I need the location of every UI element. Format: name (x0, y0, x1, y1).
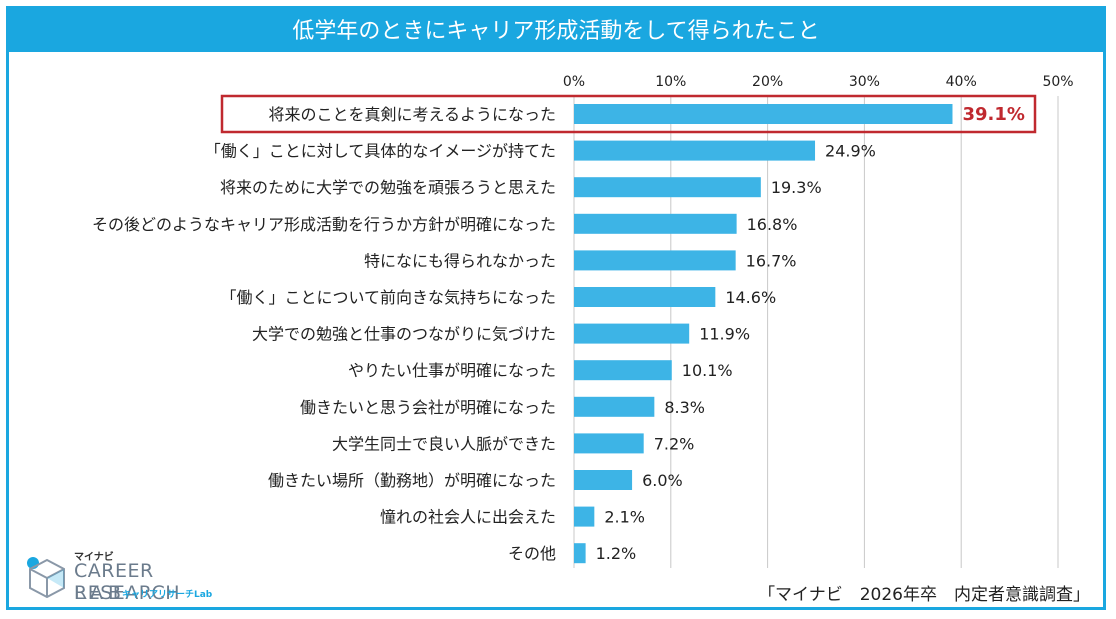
cube-logo-icon (27, 557, 65, 599)
category-label: 大学での勉強と仕事のつながりに気づけた (252, 325, 556, 344)
highlight-box (220, 94, 1037, 134)
bar (574, 506, 595, 527)
value-label: 1.2% (596, 544, 637, 563)
x-tick-label: 0% (563, 74, 585, 90)
value-label: 39.1% (962, 104, 1024, 125)
bar (574, 104, 953, 124)
value-label: 16.8% (747, 215, 798, 234)
value-label: 10.1% (682, 361, 733, 380)
logo-brand-small: マイナビ (74, 552, 114, 563)
value-label: 8.3% (664, 398, 705, 417)
category-label: 特になにも得られなかった (364, 251, 556, 270)
bar (574, 140, 816, 161)
value-label: 14.6% (725, 288, 776, 307)
source-note: 「マイナビ 2026年卒 内定者意識調査」 (758, 585, 1090, 605)
value-label: 16.7% (746, 251, 797, 270)
bar (574, 433, 644, 454)
value-label: 11.9% (699, 325, 750, 344)
logo-brand-lab: LAB (74, 582, 127, 604)
bar (574, 543, 586, 564)
bar (574, 396, 655, 417)
x-tick-label: 10% (655, 74, 686, 90)
category-label: 大学生同士で良い人脈ができた (332, 434, 556, 453)
x-tick-label: 50% (1042, 74, 1073, 90)
career-research-lab-logo: マイナビ CAREER RESEARCH LAB キャリアリサーチLab (24, 548, 244, 608)
value-label: 7.2% (654, 434, 695, 453)
chart-title: 低学年のときにキャリア形成活動をして得られたこと (6, 6, 1106, 52)
value-label: 2.1% (604, 508, 645, 527)
bar (574, 287, 716, 307)
category-label: 将来のことを真剣に考えるようになった (268, 105, 556, 124)
value-label: 6.0% (642, 471, 683, 490)
bar (574, 250, 736, 271)
x-tick-label: 30% (849, 74, 880, 90)
category-label: 「働く」ことについて前向きな気持ちになった (220, 288, 556, 307)
category-label: 働きたいと思う会社が明確になった (300, 398, 556, 417)
value-label: 24.9% (825, 142, 876, 161)
bar (574, 323, 690, 344)
logo-brand-sub: キャリアリサーチLab (122, 590, 213, 600)
category-label: その他 (508, 544, 556, 563)
category-label: 働きたい場所（勤務地）が明確になった (268, 471, 556, 490)
category-label: 憧れの社会人に出会えた (380, 508, 556, 527)
x-tick-label: 20% (752, 74, 783, 90)
bar (574, 470, 633, 490)
value-label: 19.3% (771, 178, 822, 197)
bar (574, 360, 672, 381)
category-label: その後どのようなキャリア形成活動を行うか方針が明確になった (92, 215, 556, 234)
bar (574, 213, 737, 234)
bar (574, 177, 761, 198)
category-label: やりたい仕事が明確になった (348, 361, 556, 380)
category-label: 将来のために大学での勉強を頑張ろうと思えた (220, 178, 556, 197)
logo-brand-main: CAREER RESEARCH (74, 560, 181, 604)
category-label: 「働く」ことに対して具体的なイメージが持てた (205, 142, 556, 161)
x-tick-label: 40% (946, 74, 977, 90)
